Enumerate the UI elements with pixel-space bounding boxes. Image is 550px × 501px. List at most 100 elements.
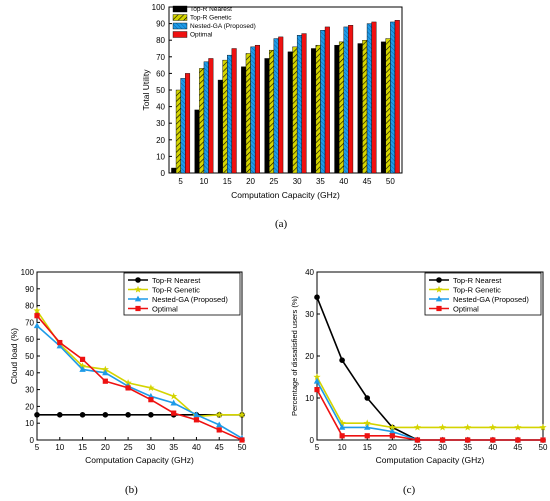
bar — [203, 61, 209, 174]
bar — [245, 53, 251, 174]
bar — [296, 35, 302, 174]
legend-swatch — [172, 14, 188, 21]
x-tick-label: 40 — [192, 443, 201, 452]
data-point — [147, 384, 155, 391]
data-point — [193, 411, 200, 418]
x-tick-label: 25 — [413, 443, 422, 452]
y-tick-label: 20 — [305, 352, 314, 361]
y-tick-label: 10 — [25, 419, 34, 428]
data-point — [489, 423, 497, 431]
bar — [320, 30, 326, 174]
data-point — [79, 366, 86, 372]
dissatisfied-users-chart-plot: 0 10 20 30 40 5 10 15 20 25 30 35 40 45 50 Computation … — [290, 268, 548, 465]
x-tick-label: 50 — [386, 177, 395, 186]
data-point — [389, 433, 395, 439]
data-point — [339, 433, 345, 439]
x-tick-label: 15 — [78, 443, 87, 452]
y-tick-label: 20 — [156, 136, 165, 145]
bar — [292, 46, 298, 174]
data-point — [56, 342, 63, 349]
bar-chart-plot: 0 10 20 30 40 50 60 70 80 90 100 5 10 15 20 25 30 35 40 45 5… — [141, 3, 403, 200]
x-axis-label: Computation Capacity (GHz) — [376, 455, 485, 465]
data-point — [215, 411, 223, 418]
data-point — [515, 437, 521, 443]
data-point — [34, 412, 40, 418]
y-axis-label: Total Utility — [141, 69, 151, 111]
bar — [357, 43, 363, 174]
data-point — [101, 365, 109, 373]
bar — [315, 44, 321, 174]
legend-swatch — [172, 31, 188, 38]
series-line — [316, 380, 543, 441]
data-point — [338, 419, 346, 427]
data-point — [435, 295, 443, 302]
legend-label: Top-R Genetic — [453, 285, 501, 294]
legend-label: Top-R Nearest — [152, 276, 201, 285]
bar — [180, 78, 186, 174]
data-point — [436, 277, 442, 283]
bar — [269, 49, 275, 174]
bar — [217, 79, 223, 174]
data-point — [79, 356, 86, 362]
data-point — [339, 357, 345, 364]
y-tick-label: 100 — [21, 268, 35, 277]
data-point — [364, 433, 370, 439]
data-point — [216, 421, 223, 428]
data-point — [102, 412, 109, 418]
y-tick-label: 80 — [156, 36, 165, 45]
series-line — [36, 310, 242, 418]
bar — [362, 40, 368, 174]
legend-label: Optimal — [152, 304, 178, 313]
bar — [385, 38, 391, 174]
x-tick-label: 30 — [293, 177, 302, 186]
bar — [250, 46, 256, 174]
y-tick-label: 30 — [25, 386, 34, 395]
data-point — [193, 417, 200, 423]
y-tick-label: 60 — [156, 69, 165, 78]
data-point — [364, 395, 371, 401]
data-point — [125, 412, 131, 418]
data-point — [540, 437, 546, 443]
data-point — [363, 419, 371, 427]
y-tick-label: 20 — [25, 402, 34, 411]
x-tick-label: 5 — [178, 177, 183, 186]
legend-label: Top-R Genetic — [152, 285, 200, 294]
bar — [301, 33, 307, 174]
data-point — [439, 437, 446, 443]
legend-label: Top-R Nearest — [190, 6, 232, 13]
bar — [334, 44, 340, 174]
data-point — [135, 277, 141, 283]
x-tick-label: 20 — [388, 443, 397, 452]
y-tick-label: 0 — [161, 169, 166, 178]
bar — [231, 48, 237, 174]
data-point — [33, 322, 41, 329]
data-point — [216, 427, 222, 433]
x-tick-label: 30 — [438, 443, 447, 452]
y-tick-label: 0 — [310, 436, 315, 445]
data-point — [134, 295, 142, 302]
bar — [390, 21, 396, 174]
x-tick-label: 25 — [269, 177, 278, 186]
bar — [394, 20, 400, 174]
x-tick-label: 40 — [339, 177, 348, 186]
data-point — [438, 423, 447, 431]
y-tick-label: 90 — [25, 285, 34, 294]
legend-label: Optimal — [190, 32, 213, 39]
data-point — [436, 305, 442, 312]
caption-c: (c) — [403, 484, 416, 496]
data-point — [313, 373, 321, 381]
data-point — [124, 379, 132, 386]
y-tick-label: 90 — [156, 20, 165, 29]
x-tick-label: 10 — [338, 443, 347, 452]
y-tick-label: 70 — [156, 53, 165, 62]
data-point — [170, 392, 178, 400]
legend-label: Nested-GA (Proposed) — [190, 23, 256, 30]
y-tick-label: 30 — [156, 119, 165, 128]
series-line — [316, 376, 543, 429]
y-axis-label: Cloud load (%) — [9, 328, 19, 384]
x-tick-label: 20 — [246, 177, 255, 186]
bar — [241, 66, 247, 174]
legend-label: Nested-GA (Proposed) — [453, 295, 529, 304]
bar — [366, 23, 372, 174]
